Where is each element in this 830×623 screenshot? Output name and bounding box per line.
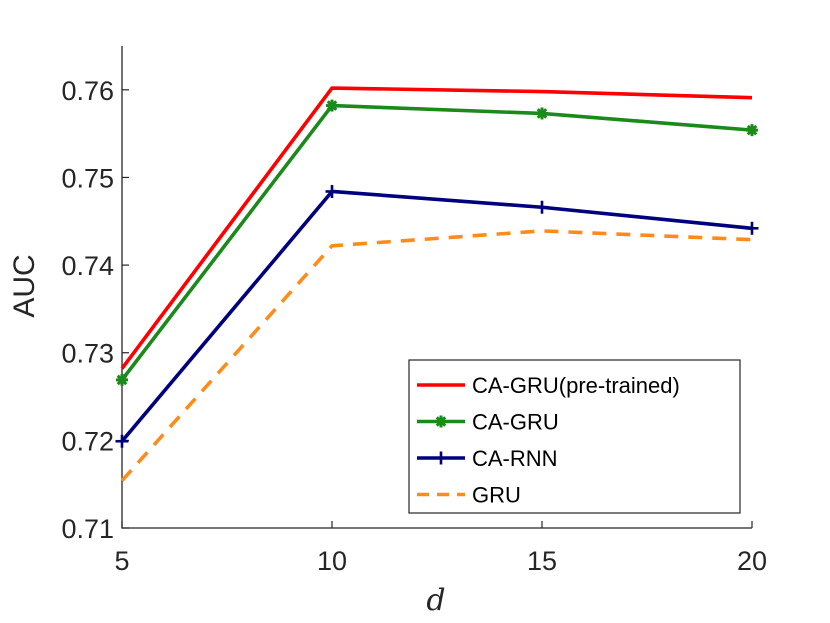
x-tick-label: 10 — [317, 546, 347, 576]
series-ca-gru — [116, 99, 758, 386]
legend-entry: CA-GRU(pre-trained) — [417, 373, 680, 398]
series-ca-rnn — [115, 184, 759, 448]
series-layer — [115, 86, 759, 482]
data-point-ca-rnn — [535, 200, 549, 214]
data-point-ca-gru — [116, 373, 128, 386]
y-tick-label: 0.72 — [61, 426, 114, 456]
series-gru — [120, 229, 753, 482]
x-tick-label: 15 — [527, 546, 557, 576]
y-tick-label: 0.76 — [61, 76, 114, 106]
x-tick-label: 5 — [114, 546, 129, 576]
series-line-ca-gru — [120, 103, 753, 381]
y-tick-label: 0.71 — [61, 514, 114, 544]
legend-label: CA-GRU — [472, 410, 559, 435]
series-line-ca-rnn — [120, 189, 753, 443]
data-point-ca-rnn — [115, 434, 129, 448]
legend: CA-GRU(pre-trained) CA-GRU CA-RNN GRU — [408, 359, 741, 514]
y-tick-label: 0.73 — [61, 339, 114, 369]
data-point-ca-rnn — [745, 221, 759, 235]
legend-entry: CA-GRU — [417, 410, 559, 435]
y-axis-title: AUC — [8, 254, 41, 317]
series-line-gru — [120, 229, 753, 482]
legend-label: CA-GRU(pre-trained) — [472, 373, 680, 398]
y-tick-label: 0.74 — [61, 251, 114, 281]
data-point-ca-gru — [536, 107, 548, 120]
x-ticks: 5 10 15 20 — [114, 521, 767, 576]
x-axis-title: d — [426, 583, 445, 618]
legend-label: CA-RNN — [472, 446, 558, 471]
data-point-ca-gru — [326, 99, 338, 112]
legend-entry: CA-RNN — [417, 446, 558, 471]
x-tick-label: 20 — [737, 546, 767, 576]
series-line-ca-gru-pre-trained — [120, 86, 753, 370]
legend-marker — [434, 451, 448, 465]
y-ticks: 0.71 0.72 0.73 0.74 0.75 0.76 — [61, 76, 129, 544]
data-point-ca-gru — [746, 124, 758, 137]
y-tick-label: 0.75 — [61, 163, 114, 193]
legend-entry: GRU — [417, 483, 521, 508]
legend-marker — [435, 415, 447, 428]
series-ca-gru-pre-trained — [120, 86, 753, 370]
data-point-ca-rnn — [325, 184, 339, 198]
legend-label: GRU — [472, 483, 521, 508]
